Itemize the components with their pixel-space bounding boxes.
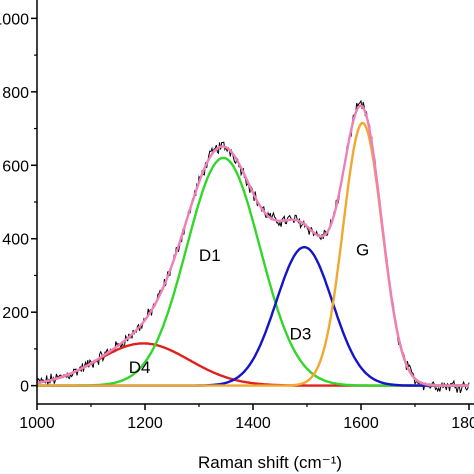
peak-label-g: G bbox=[356, 240, 369, 259]
y-tick-label: 1000 bbox=[0, 11, 29, 28]
y-tick-label: 800 bbox=[2, 85, 29, 102]
peak-d4-line bbox=[36, 342, 469, 387]
y-tick-label: 600 bbox=[2, 158, 29, 175]
x-tick-label: 1400 bbox=[235, 415, 271, 432]
x-tick-label: 1000 bbox=[19, 415, 55, 432]
peak-label-d4: D4 bbox=[129, 358, 151, 377]
x-axis-title: Raman shift (cm⁻¹) bbox=[198, 453, 342, 472]
peak-g-line bbox=[37, 121, 469, 387]
y-tick-label: 400 bbox=[2, 232, 29, 249]
raw-spectrum-line bbox=[36, 99, 470, 394]
axes bbox=[36, 0, 474, 405]
peak-d3-line bbox=[37, 246, 469, 387]
y-tick-label: 200 bbox=[2, 305, 29, 322]
cumulative-fit-line bbox=[36, 104, 469, 387]
plot-area: D1 D3 G D4 bbox=[36, 99, 470, 394]
x-tick-label: 1600 bbox=[343, 415, 379, 432]
peak-label-d1: D1 bbox=[199, 246, 221, 265]
x-tick-label: 1200 bbox=[127, 415, 163, 432]
peak-label-d3: D3 bbox=[290, 325, 312, 344]
y-tick-label: 0 bbox=[20, 379, 29, 396]
